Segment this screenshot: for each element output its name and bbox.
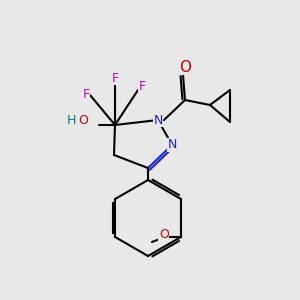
Text: H: H	[66, 115, 76, 128]
Text: N: N	[153, 113, 163, 127]
Text: O: O	[78, 115, 88, 128]
Text: F: F	[111, 71, 118, 85]
Text: N: N	[167, 139, 177, 152]
Text: O: O	[159, 229, 169, 242]
Text: F: F	[82, 88, 90, 101]
Text: O: O	[179, 59, 191, 74]
Text: F: F	[138, 80, 146, 94]
